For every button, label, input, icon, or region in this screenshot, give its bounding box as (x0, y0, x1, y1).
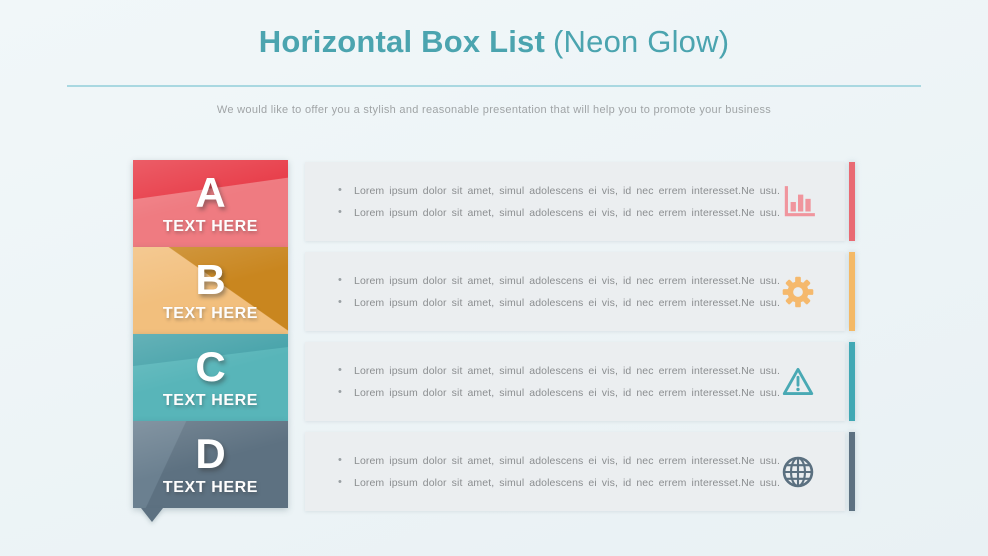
bullet-list: Lorem ipsum dolor sit amet, simul adoles… (305, 454, 780, 489)
list-box-a: A TEXT HERE (133, 160, 288, 247)
bullet-list: Lorem ipsum dolor sit amet, simul adoles… (305, 274, 780, 309)
list-box-b: B TEXT HERE (133, 247, 288, 334)
accent-bar (849, 252, 855, 331)
content-row-a: Lorem ipsum dolor sit amet, simul adoles… (305, 162, 855, 241)
page-title: Horizontal Box List (Neon Glow) (0, 24, 988, 60)
content-row-b: Lorem ipsum dolor sit amet, simul adoles… (305, 252, 855, 331)
content-row-d: Lorem ipsum dolor sit amet, simul adoles… (305, 432, 855, 511)
bullet-list: Lorem ipsum dolor sit amet, simul adoles… (305, 364, 780, 399)
bar-chart-icon (779, 183, 817, 221)
bullet-item: Lorem ipsum dolor sit amet, simul adoles… (338, 476, 780, 489)
box-letter-a: A (195, 168, 226, 216)
bullet-item: Lorem ipsum dolor sit amet, simul adoles… (338, 296, 780, 309)
list-box-c: C TEXT HERE (133, 334, 288, 421)
box-label-c: TEXT HERE (162, 391, 259, 409)
accent-bar (849, 162, 855, 241)
gear-icon (779, 273, 817, 311)
bullet-item: Lorem ipsum dolor sit amet, simul adoles… (338, 386, 780, 399)
page-title-main: Horizontal Box List (258, 24, 546, 59)
bullet-item: Lorem ipsum dolor sit amet, simul adoles… (338, 454, 780, 467)
box-label-d: TEXT HERE (162, 478, 259, 496)
box-letter-c: C (195, 342, 226, 390)
bullet-list: Lorem ipsum dolor sit amet, simul adoles… (305, 184, 780, 219)
accent-bar (849, 432, 855, 511)
list-box-d: D TEXT HERE (133, 421, 288, 522)
box-letter-b: B (195, 255, 226, 303)
bullet-item: Lorem ipsum dolor sit amet, simul adoles… (338, 206, 780, 219)
page-title-tail: (Neon Glow) (553, 24, 730, 59)
content-row-c: Lorem ipsum dolor sit amet, simul adoles… (305, 342, 855, 421)
bullet-item: Lorem ipsum dolor sit amet, simul adoles… (338, 184, 780, 197)
globe-icon (779, 453, 817, 491)
subtitle: We would like to offer you a stylish and… (216, 104, 772, 116)
title-divider (67, 85, 921, 87)
box-label-a: TEXT HERE (162, 217, 259, 235)
box-label-b: TEXT HERE (162, 304, 259, 322)
pointer-tail (141, 508, 163, 522)
bullet-item: Lorem ipsum dolor sit amet, simul adoles… (338, 274, 780, 287)
bullet-item: Lorem ipsum dolor sit amet, simul adoles… (338, 364, 780, 377)
box-letter-d: D (195, 429, 226, 477)
warning-triangle-icon (779, 363, 817, 401)
accent-bar (849, 342, 855, 421)
